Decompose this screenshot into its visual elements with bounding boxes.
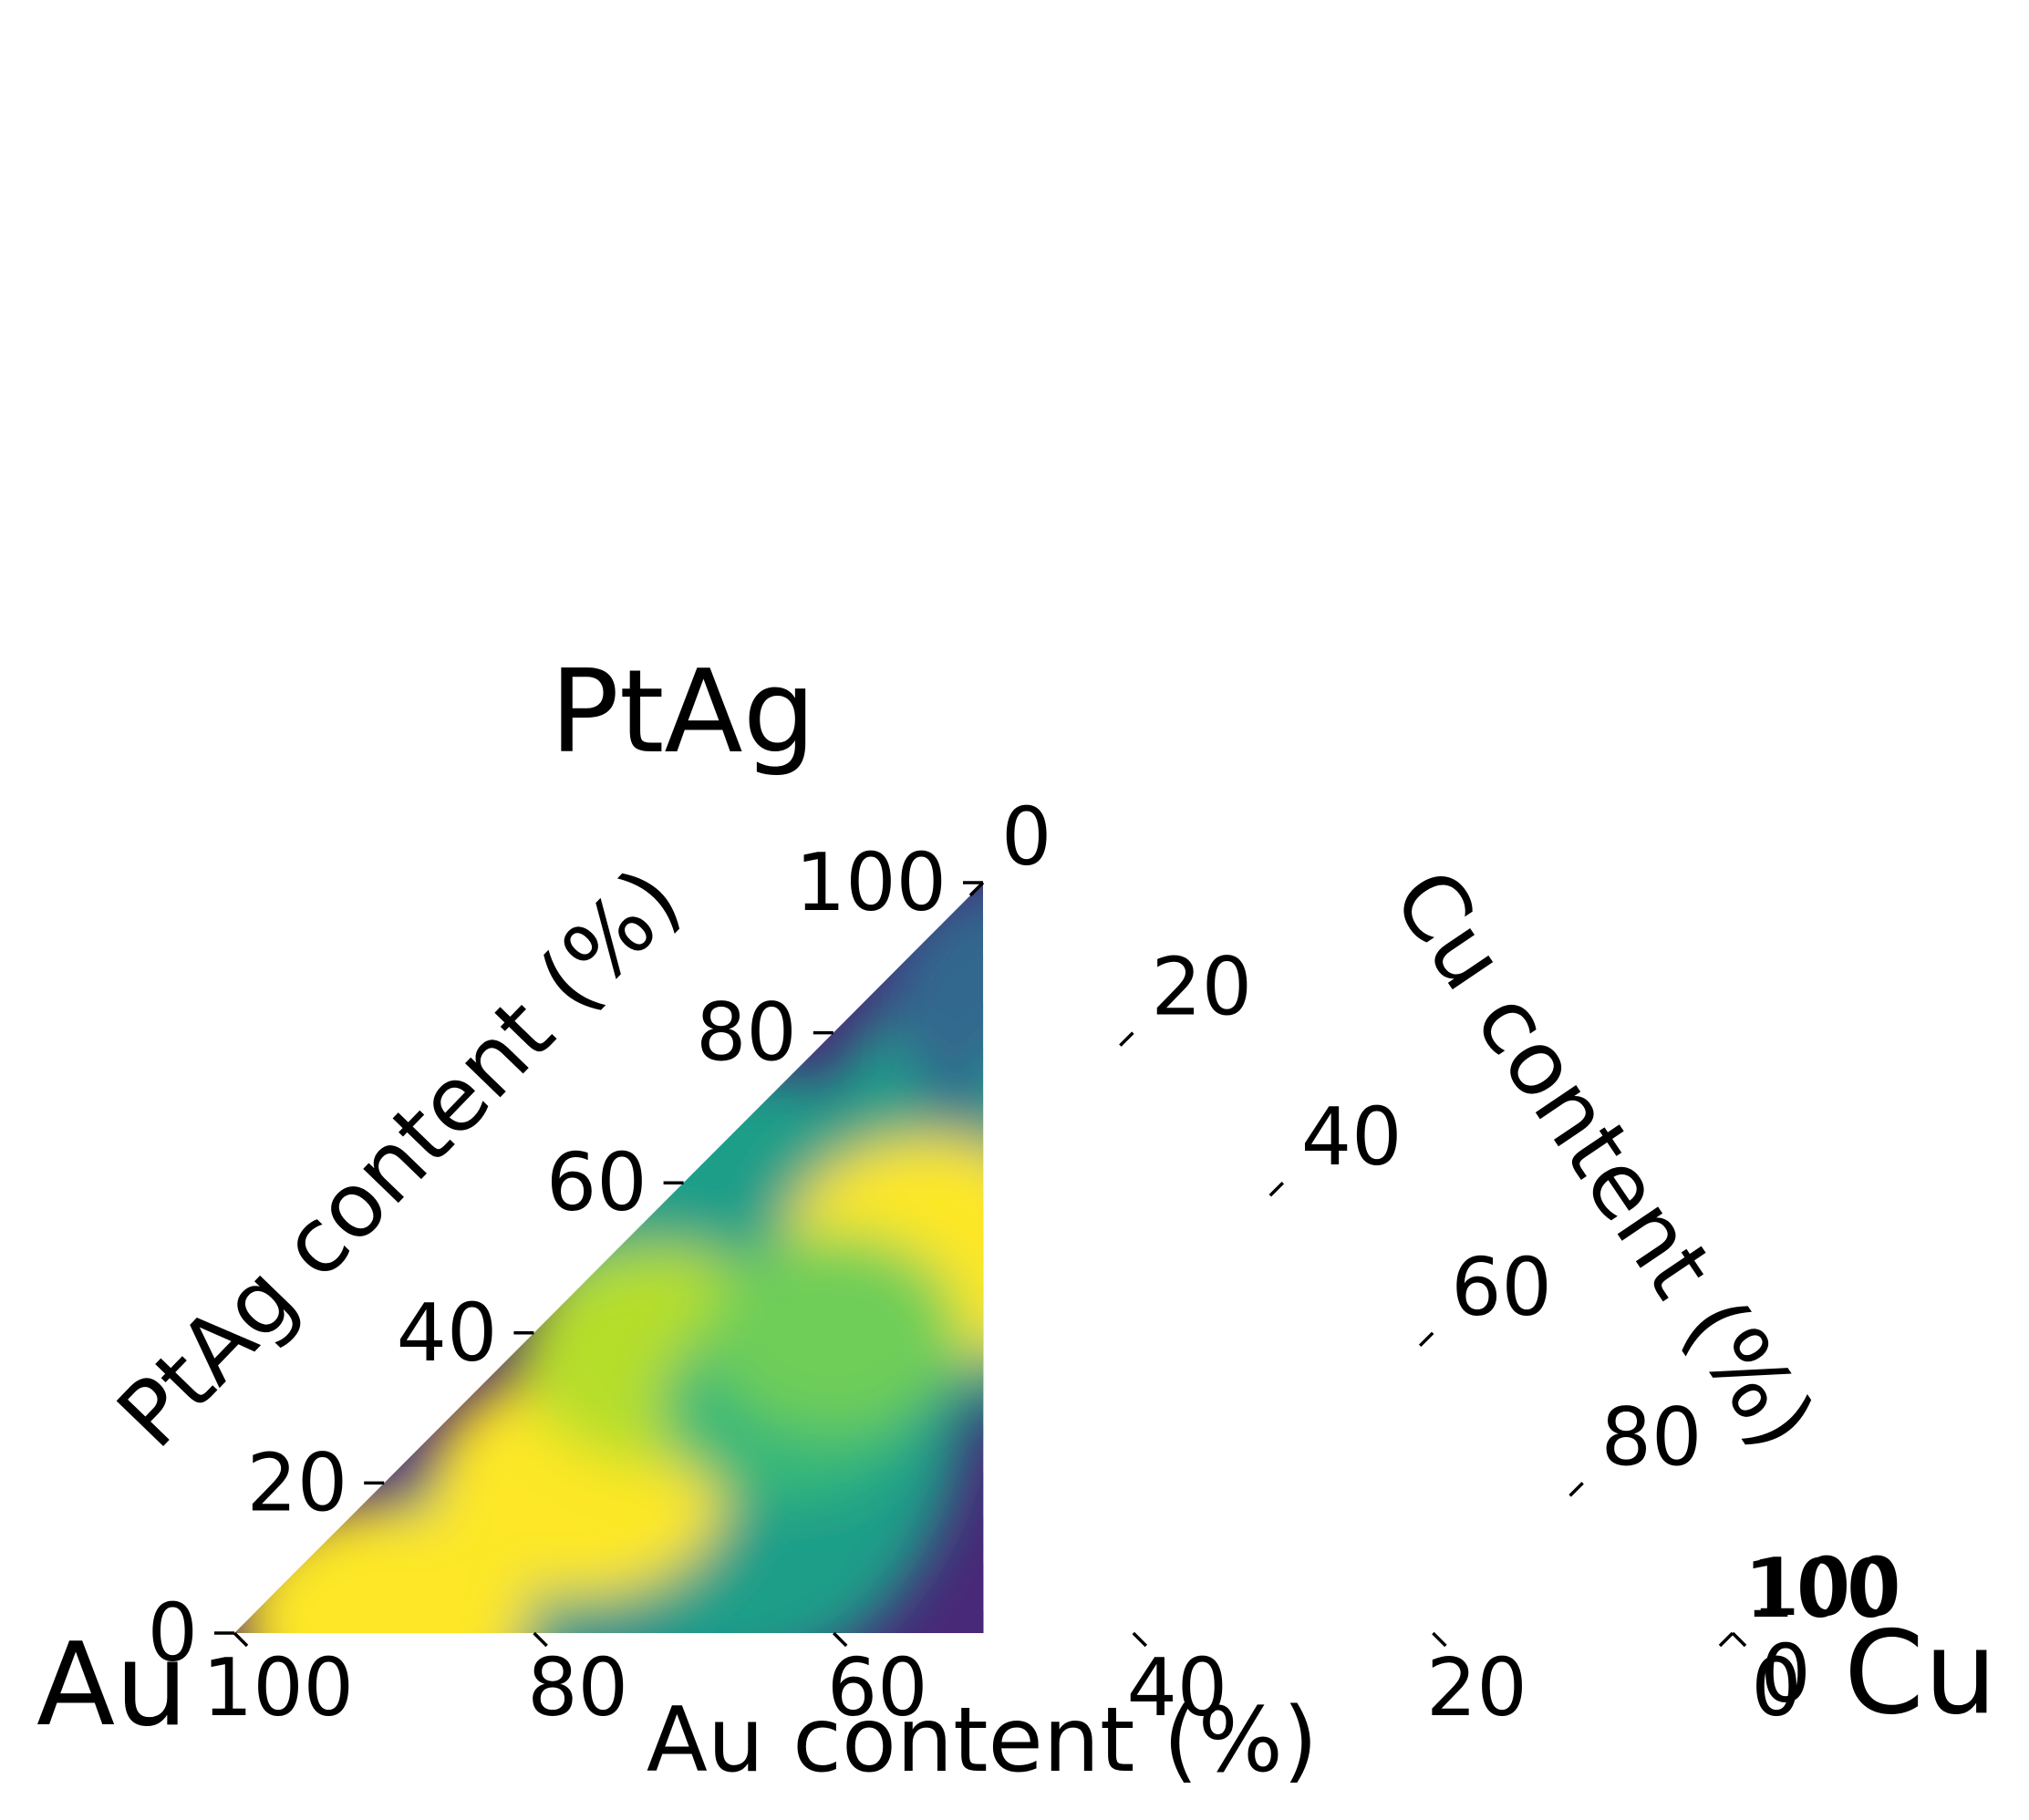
extra-tick-label-1: 0	[1760, 1628, 1810, 1721]
contour-hotspots	[238, 884, 984, 1633]
au-tick-1-label: 80	[527, 1641, 628, 1734]
au-tick-4-mark	[1432, 1631, 1447, 1648]
hotspot-6	[704, 1233, 963, 1432]
au-tick-4-label: 20	[1426, 1641, 1527, 1734]
au-tick-0-mark	[233, 1631, 249, 1648]
au-axis-title: Au content (%)	[647, 1689, 1318, 1793]
cu-tick-1-label: 20	[1151, 941, 1252, 1034]
au-tick-5-label: 0	[1751, 1641, 1801, 1734]
cu-tick-1-mark	[1119, 1031, 1134, 1047]
au-tick-2-mark	[832, 1631, 848, 1648]
au-tick-0-label: 100	[202, 1641, 354, 1734]
cu-tick-0-label: 0	[1001, 791, 1051, 884]
cu-tick-3-mark	[1418, 1331, 1434, 1348]
cu-tick-3-label: 60	[1451, 1241, 1552, 1334]
au-tick-3-mark	[1132, 1631, 1148, 1648]
au-tick-3-label: 40	[1126, 1641, 1227, 1734]
cu-axis-title: Cu content (%)	[1372, 852, 1835, 1467]
cu-tick-2-mark	[1268, 1181, 1285, 1197]
hotspot-3	[238, 1505, 531, 1633]
cu-tick-4-mark	[1568, 1482, 1584, 1497]
ptag-tick-3-label: 60	[546, 1136, 647, 1229]
ptag-tick-0-label: 0	[148, 1587, 198, 1680]
ptag-axis: 0 20 40 60 80 100	[148, 836, 983, 1680]
vertex-label-cu: Cu	[1844, 1606, 1997, 1740]
au-axis: 100 80 60 40 20 0	[202, 1631, 1802, 1734]
ptag-tick-4-label: 80	[696, 987, 797, 1080]
au-tick-2-label: 60	[827, 1641, 928, 1734]
ptag-tick-2-label: 40	[397, 1287, 498, 1380]
vertex-label-ptag: PtAg	[550, 645, 816, 779]
cu-tick-5-label: 100	[1751, 1541, 1902, 1634]
hotspot-4	[982, 1026, 984, 1190]
extra-tick-label-0: 100	[1744, 1543, 1896, 1636]
contour-band-5	[885, 884, 984, 1122]
vertex-label-au: Au	[36, 1618, 188, 1752]
contour-fill-region	[234, 883, 984, 1633]
cu-tick-4-label: 80	[1601, 1391, 1703, 1484]
au-tick-1-mark	[533, 1631, 548, 1648]
au-tick-5-mark	[1731, 1631, 1747, 1648]
cu-tick-0-mark	[968, 881, 985, 897]
cu-tick-5-mark	[1718, 1631, 1734, 1648]
cu-tick-2-label: 40	[1301, 1091, 1403, 1184]
ptag-tick-5-label: 100	[795, 836, 947, 929]
ptag-tick-1-label: 20	[246, 1436, 347, 1529]
